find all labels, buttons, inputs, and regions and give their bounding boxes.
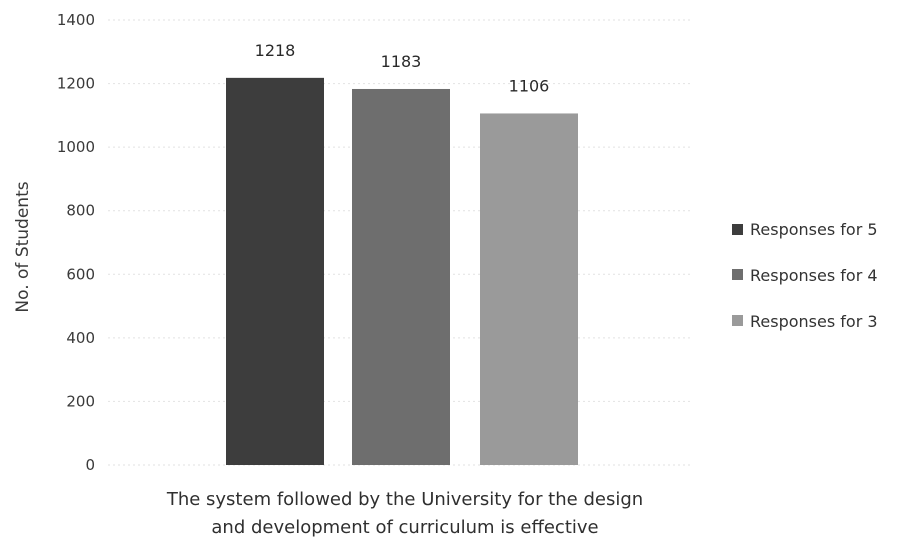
data-label-responses-for-3: 1106 [509, 76, 550, 95]
y-axis-ticks: 0 200 400 600 800 1000 1200 1400 [57, 11, 95, 474]
category-label-line-1: The system followed by the University fo… [166, 489, 643, 510]
legend-swatch-responses-4 [732, 269, 743, 280]
y-axis-title: No. of Students [13, 181, 33, 312]
y-tick-label-200: 200 [66, 392, 95, 410]
bar-responses-for-3 [480, 113, 578, 465]
y-tick-label-0: 0 [85, 456, 95, 474]
data-label-responses-for-5: 1218 [255, 41, 296, 60]
data-label-responses-for-4: 1183 [381, 52, 422, 71]
legend-label-responses-3: Responses for 3 [750, 312, 878, 331]
legend-swatch-responses-3 [732, 315, 743, 326]
legend-label-responses-5: Responses for 5 [750, 220, 878, 239]
category-label-line-2: and development of curriculum is effecti… [211, 517, 598, 538]
bar-responses-for-5 [226, 77, 324, 465]
y-tick-label-600: 600 [66, 265, 95, 283]
y-tick-label-1200: 1200 [57, 75, 95, 93]
y-tick-label-1000: 1000 [57, 138, 95, 156]
data-labels: 1218 1183 1106 [255, 41, 550, 96]
y-tick-label-800: 800 [66, 202, 95, 220]
y-tick-label-400: 400 [66, 329, 95, 347]
legend-swatch-responses-5 [732, 224, 743, 235]
legend-label-responses-4: Responses for 4 [750, 266, 878, 285]
legend: Responses for 5 Responses for 4 Response… [732, 220, 878, 331]
bars [226, 77, 578, 465]
y-tick-label-1400: 1400 [57, 11, 95, 29]
bar-responses-for-4 [352, 88, 450, 465]
